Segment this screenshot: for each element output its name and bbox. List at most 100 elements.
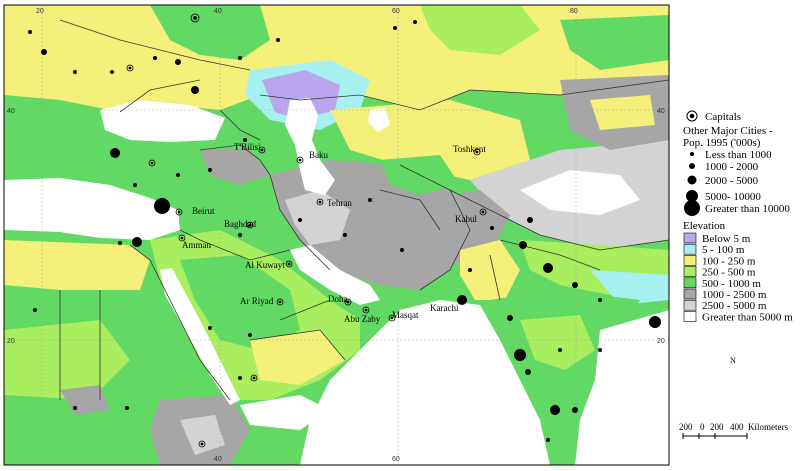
city-dot	[543, 263, 553, 273]
capital-marker	[296, 156, 304, 164]
legend-elevation-label: 1000 - 2500 m	[702, 289, 767, 301]
legend-city-size-4	[686, 190, 698, 202]
city-dot	[41, 49, 47, 55]
legend-city-size-label: 5000- 10000	[705, 191, 761, 203]
city-labels: T'Bilisi Baku Toshkent Beirut Baghdad Te…	[182, 142, 486, 324]
legend-elevation-swatch	[683, 232, 697, 244]
city-label-masqat: Masqat	[392, 310, 419, 320]
city-dot	[248, 333, 252, 337]
city-dot	[546, 438, 550, 442]
arabia-green	[180, 255, 300, 350]
city-dot	[125, 406, 129, 410]
city-dot	[175, 59, 181, 65]
black-sea	[100, 100, 225, 142]
city-label-abu-zaby: Abu Zaby	[344, 314, 381, 324]
city-dot	[558, 348, 562, 352]
legend-city-size-5	[684, 200, 700, 216]
city-dot	[343, 233, 347, 237]
capital-marker	[178, 234, 186, 242]
legend-elevation-swatch	[683, 311, 697, 322]
city-dot	[238, 56, 242, 60]
legend-elevation-label: 250 - 500 m	[702, 267, 756, 279]
city-dot	[133, 183, 137, 187]
city-dot	[468, 268, 472, 272]
legend-elevation-label: 2500 - 5000 m	[702, 300, 767, 312]
legend-capitals-label: Capitals	[705, 111, 741, 123]
city-dot	[413, 20, 417, 24]
legend-city-size-2	[689, 163, 695, 169]
city-dot	[176, 173, 180, 177]
capital-marker	[258, 146, 266, 154]
himalaya-peaks	[520, 170, 640, 215]
city-label-baku: Baku	[309, 150, 328, 160]
grid-label-bottom: 40	[214, 456, 222, 463]
legend-elevation-label: 5 - 100 m	[702, 244, 745, 256]
city-dot	[132, 237, 142, 247]
kazakh-green	[560, 15, 669, 70]
city-label-ar-riyad: Ar Riyad	[240, 296, 274, 306]
north-arrow	[717, 366, 749, 398]
graticule	[4, 5, 669, 465]
city-dot	[550, 405, 560, 415]
city-dot	[153, 56, 157, 60]
grid-label-right: 40	[657, 108, 665, 115]
city-dot	[598, 348, 602, 352]
capital-marker	[198, 440, 206, 448]
legend-capital-symbol	[686, 110, 698, 122]
tarim-sand	[590, 95, 655, 130]
city-dot	[572, 282, 578, 288]
mediterranean-sea	[4, 178, 180, 240]
city-label-tehran: Tehran	[327, 198, 352, 208]
ethiopian-peaks	[180, 415, 225, 455]
steppe-green	[150, 5, 270, 60]
city-dot	[238, 233, 242, 237]
city-dot	[73, 406, 77, 410]
city-dot	[28, 30, 32, 34]
legend-city-size-label: 2000 - 5000	[705, 175, 759, 187]
legend: Capitals Other Major Cities - Pop. 1995 …	[683, 110, 793, 323]
legend-cities-title: Other Major Cities -	[683, 125, 773, 137]
aral-sea	[368, 108, 390, 132]
city-dot	[649, 316, 661, 328]
legend-elevation-swatch	[683, 255, 697, 266]
scale-bar: 200 0 200 400 Kilometers	[679, 422, 788, 439]
city-label-kabul: Kabul	[455, 214, 477, 224]
karachi-dot	[457, 295, 467, 305]
legend-city-size-label: 1000 - 2000	[705, 161, 759, 173]
sahel-pale	[4, 320, 130, 400]
city-dot	[208, 168, 212, 172]
grid-label-left: 20	[7, 338, 15, 345]
capital-markers	[126, 13, 487, 448]
city-dot	[110, 148, 120, 158]
scale-tick-label: 200	[710, 422, 724, 432]
arabian-sea	[300, 300, 550, 465]
legend-elevation-swatch	[683, 266, 697, 277]
legend-city-size-label: Greater than 10000	[705, 203, 790, 215]
capital-marker	[126, 64, 134, 72]
legend-city-size-3	[687, 175, 697, 185]
city-dot	[243, 138, 247, 142]
city-label-al-kuwayt: Al Kuwayt	[245, 260, 285, 270]
city-label-toshkent: Toshkent	[453, 144, 486, 154]
legend-elevation-label: Below 5 m	[702, 233, 751, 245]
legend-elevation-swatch	[683, 243, 697, 255]
city-dot	[519, 241, 527, 249]
scale-tick-label: 400	[730, 422, 744, 432]
city-label-baghdad: Baghdad	[224, 219, 256, 229]
zagros-mountains	[285, 190, 350, 245]
capital-marker	[473, 148, 481, 156]
persian-gulf	[290, 245, 380, 305]
country-borders	[59, 19, 669, 401]
city-dot	[154, 198, 170, 214]
deccan-pale	[520, 315, 595, 370]
caspian-sea	[285, 98, 335, 195]
grid-label-top: 40	[214, 8, 222, 15]
capital-marker	[190, 13, 200, 23]
legend-elevation-swatch	[683, 277, 697, 289]
grid-label-top: 60	[392, 8, 400, 15]
caspian-depression	[262, 70, 340, 120]
city-dot	[400, 248, 404, 252]
capital-marker	[362, 306, 370, 314]
